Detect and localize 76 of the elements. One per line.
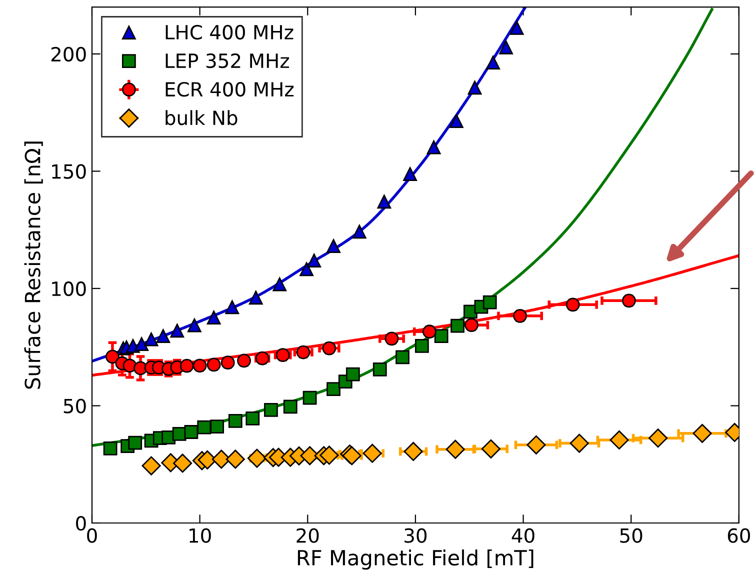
point (210, 420, 224, 434)
y-tick-label: 200 (51, 46, 86, 62)
x-axis-title: RF Magnetic Field [mT] (298, 549, 534, 570)
legend-label: LEP 352 MHz (166, 53, 290, 68)
point (446, 440, 465, 459)
x-tick-label: 10 (190, 528, 211, 543)
point (300, 262, 314, 276)
legend-label: bulk Nb (166, 110, 238, 126)
point (144, 332, 158, 346)
point (228, 414, 242, 428)
y-tick-label: 50 (64, 398, 86, 414)
point (272, 277, 287, 292)
point (449, 114, 464, 128)
point (226, 450, 245, 469)
point (377, 194, 392, 209)
y-tick-label: 100 (52, 281, 86, 296)
point (320, 446, 339, 465)
point (156, 329, 170, 344)
point (170, 324, 184, 338)
x-tick-label: 40 (512, 528, 534, 543)
point (481, 439, 500, 458)
point (570, 434, 589, 453)
x-tick-label: 50 (620, 528, 642, 543)
point (326, 382, 340, 396)
point (248, 290, 263, 305)
point (198, 450, 217, 470)
point (206, 358, 221, 372)
point (404, 442, 423, 462)
x-tick-label: 30 (404, 528, 427, 543)
point (346, 367, 360, 382)
point (326, 239, 340, 253)
point (486, 56, 500, 70)
point (220, 356, 235, 370)
point (322, 341, 336, 356)
point (246, 411, 260, 426)
point (225, 300, 240, 314)
y-tick-label: 150 (52, 164, 86, 179)
point (648, 428, 668, 448)
point (403, 167, 418, 181)
x-tick-label: 20 (296, 528, 319, 543)
legend-label: ECR 400 MHz (166, 82, 294, 97)
point (283, 400, 298, 414)
point (426, 140, 441, 154)
point (197, 420, 212, 434)
point (414, 338, 429, 353)
point (247, 448, 266, 468)
point (106, 350, 120, 364)
point (396, 350, 410, 364)
point (187, 318, 202, 332)
point (142, 456, 161, 476)
point (482, 295, 497, 310)
point (122, 358, 137, 373)
point (526, 435, 546, 454)
x-tick-label: 60 (728, 528, 750, 543)
legend-label: LHC 400 MHz (166, 24, 294, 40)
point (264, 403, 278, 417)
point (468, 80, 482, 95)
point (307, 254, 322, 268)
point (610, 430, 629, 450)
point (237, 354, 251, 368)
point (128, 436, 142, 450)
point (692, 424, 712, 443)
point (450, 318, 464, 333)
point (103, 441, 118, 456)
point (134, 337, 149, 351)
point (352, 224, 366, 239)
point (510, 20, 524, 35)
y-axis-title: Surface Resistance [nΩ] (24, 142, 43, 389)
point (302, 390, 317, 405)
point (173, 454, 192, 473)
x-tick-label: 0 (87, 528, 97, 543)
point (499, 40, 513, 54)
point (184, 425, 198, 439)
point (372, 362, 387, 376)
y-tick-label: 0 (76, 516, 86, 531)
point (206, 310, 221, 324)
